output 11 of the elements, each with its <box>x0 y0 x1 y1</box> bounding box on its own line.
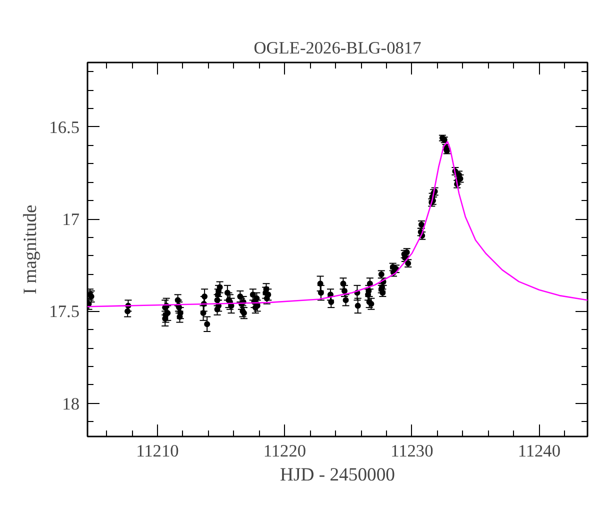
x-tick-label: 11240 <box>518 442 561 460</box>
x-tick-label: 11230 <box>390 442 434 460</box>
y-tick-label: 18 <box>62 394 80 414</box>
x-tick-label: 11210 <box>136 442 179 460</box>
y-tick-label: 17.5 <box>49 302 80 322</box>
y-tick-label: 17 <box>62 210 80 230</box>
x-axis-title: HJD - 2450000 <box>280 464 396 486</box>
y-axis-title: I magnitude <box>20 204 42 294</box>
chart-title: OGLE-2026-BLG-0817 <box>254 38 422 58</box>
y-tick-label: 16.5 <box>49 118 80 137</box>
x-tick-label: 11220 <box>263 442 306 460</box>
